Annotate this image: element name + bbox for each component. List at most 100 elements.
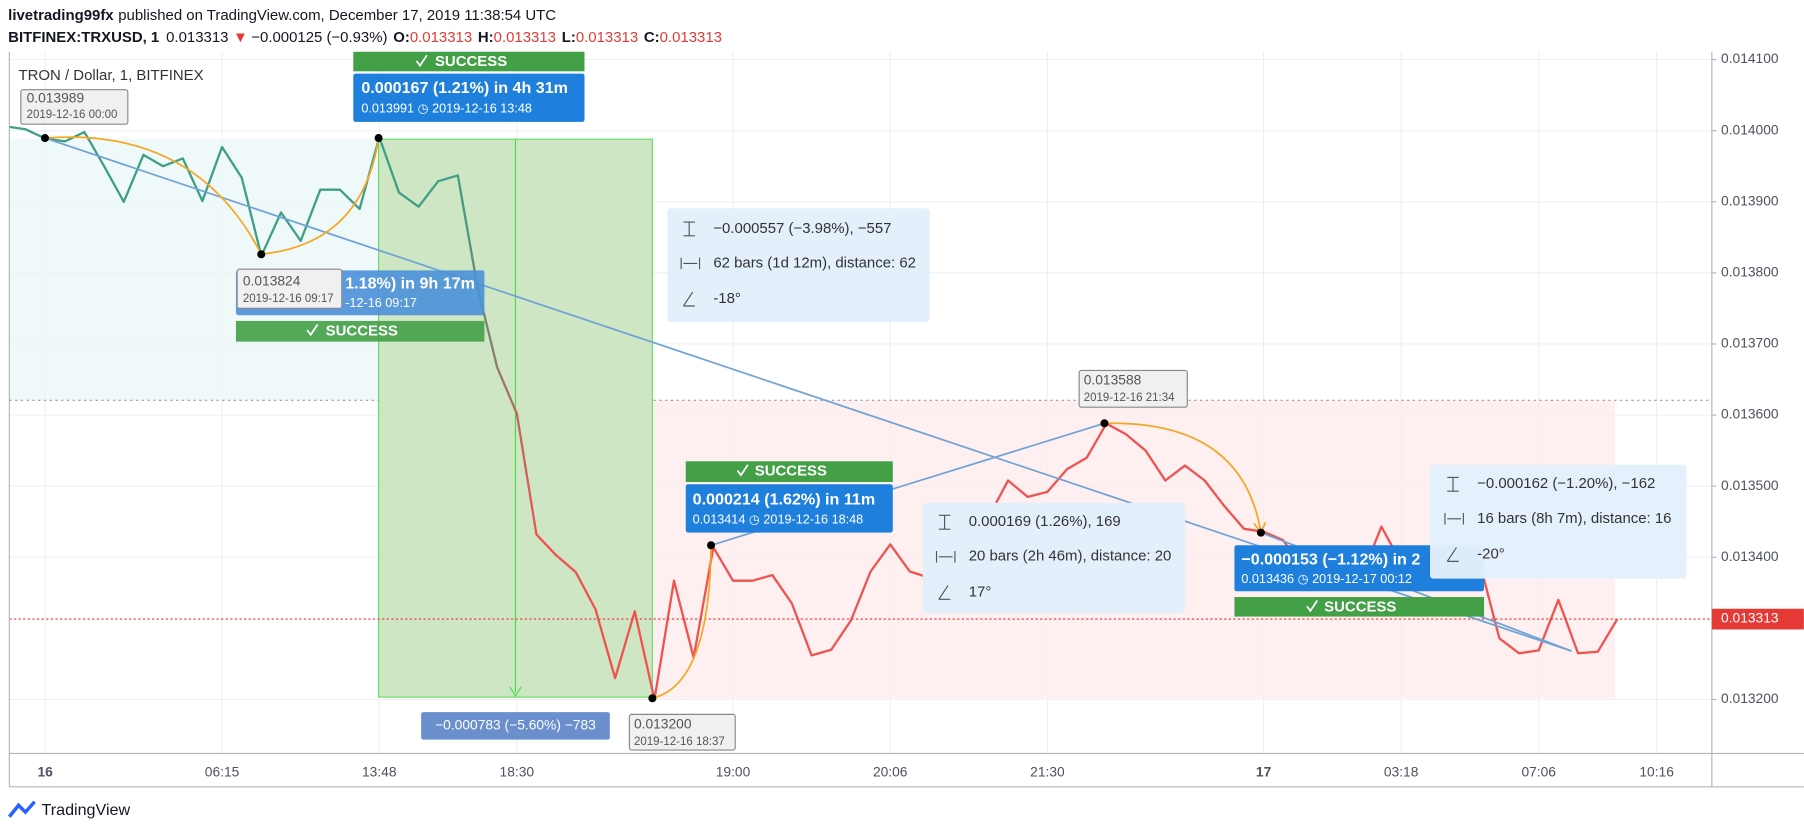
y-tick-label: 0.013700 <box>1721 336 1779 351</box>
icon <box>938 585 951 600</box>
ohlc-value: 0.013313 <box>410 29 472 46</box>
y-tick-label: 0.014100 <box>1721 51 1779 66</box>
x-tick-label: 10:16 <box>1639 765 1674 780</box>
icon <box>938 514 951 530</box>
measure-info: −0.000162 (−1.20%), −162 16 bars (8h 7m)… <box>1430 464 1687 579</box>
arrow-head <box>509 686 522 698</box>
callout-line1: 0.000214 (1.62%) in 11m <box>693 491 876 509</box>
label-box <box>236 268 343 309</box>
icon <box>1446 547 1459 562</box>
ohlc-label: C: <box>644 29 660 46</box>
frame <box>8 51 1804 788</box>
position-label <box>421 712 610 740</box>
ohlc-value: 0.013313 <box>494 29 556 46</box>
ohlc-label: L: <box>562 29 576 46</box>
ohlc-label: H: <box>478 29 494 46</box>
x-tick-label: 18:30 <box>500 765 535 780</box>
callout <box>1234 545 1485 592</box>
callout-line1: 1.18%) in 9h 17m <box>345 274 475 292</box>
y-tick-label: 0.013600 <box>1721 407 1779 422</box>
y-tick-label: 0.013800 <box>1721 265 1779 280</box>
label-time: 2019-12-16 00:00 <box>27 109 118 121</box>
x-tick-label: 03:18 <box>1384 765 1419 780</box>
measure-bars: 20 bars (2h 46m), distance: 20 <box>969 548 1172 565</box>
callout-line1: −0.000153 (−1.12%) in 2 <box>1241 550 1420 568</box>
callout-line1: 0.000167 (1.21%) in 4h 31m <box>361 79 568 97</box>
info-box <box>1430 464 1687 579</box>
label-time: 2019-12-16 18:37 <box>634 736 725 748</box>
success-text: SUCCESS <box>435 53 507 70</box>
price-label: 0.013824 2019-12-16 09:17 <box>236 268 343 309</box>
x-tick-label: 17 <box>1256 765 1272 780</box>
published: published on TradingView.com, December 1… <box>118 7 556 24</box>
ohlc-label: O: <box>393 29 410 46</box>
arc <box>261 137 380 256</box>
label-box <box>1078 369 1188 408</box>
anchor-dots <box>40 134 1265 703</box>
y-tick-label: 0.013200 <box>1721 691 1779 706</box>
callout-line2: 0.013414 ◷ 2019-12-16 18:48 <box>693 512 864 526</box>
ohlc-value: 0.013313 <box>660 29 722 46</box>
anchor <box>707 541 716 550</box>
price-label: 0.013989 2019-12-16 00:00 <box>20 89 129 125</box>
check-icon <box>1306 600 1318 613</box>
success-badge <box>353 51 585 72</box>
chart-title: TRON / Dollar, 1, BITFINEX <box>19 67 204 84</box>
label-price: 0.013989 <box>27 91 85 106</box>
label-time: 2019-12-16 21:34 <box>1084 392 1175 404</box>
label-price: 0.013588 <box>1084 372 1142 387</box>
symbol-line: BITFINEX:TRXUSD, 1 0.013313 ▼ −0.000125 (−0… <box>8 29 722 46</box>
icon <box>1444 513 1464 525</box>
x-tick-label: 19:00 <box>716 765 751 780</box>
icon <box>683 221 695 237</box>
ohlc-value: 0.013313 <box>576 29 638 46</box>
x-tick-label: 06:15 <box>205 765 240 780</box>
x-tick-label: 16 <box>38 765 54 780</box>
change-arrow: ▼ <box>233 29 248 46</box>
measure-info: 0.000169 (1.26%), 169 20 bars (2h 46m), … <box>922 502 1185 614</box>
last: 0.013313 <box>166 29 228 46</box>
check-icon <box>306 323 319 337</box>
x-tick-label: 21:30 <box>1030 765 1065 780</box>
label-price: 0.013824 <box>243 273 301 288</box>
label-time: 2019-12-16 09:17 <box>243 293 334 305</box>
last-price-box <box>1711 608 1804 630</box>
success-badge <box>235 320 485 342</box>
symbol: BITFINEX:TRXUSD, 1 <box>8 29 159 46</box>
measure-angle: -20° <box>1477 545 1505 562</box>
anchor <box>257 250 266 259</box>
axes: 0.013200 0.013400 0.013500 0.013600 0.013700… <box>38 51 1804 780</box>
success-text: SUCCESS <box>1324 598 1396 615</box>
y-tick-label: 0.013900 <box>1721 193 1779 208</box>
success-badge <box>685 461 893 482</box>
y-tick-label: 0.013400 <box>1721 549 1779 564</box>
check-icon <box>415 54 428 68</box>
label-box <box>20 89 129 125</box>
position-text: −0.000783 (−5.60%) −783 <box>435 718 596 733</box>
y-tick-label: 0.014000 <box>1721 122 1779 137</box>
measure-delta: 0.000169 (1.26%), 169 <box>969 513 1121 530</box>
icon <box>682 291 695 307</box>
header-line: livetrading99fx published on TradingView.… <box>8 7 556 24</box>
change: −0.000125 (−0.93%) <box>251 29 387 46</box>
callout <box>353 73 585 122</box>
logo <box>7 800 36 818</box>
arc <box>1104 422 1262 533</box>
price-label: 0.013200 2019-12-16 18:37 <box>628 713 736 751</box>
y-tick-label: 0.013500 <box>1721 478 1779 493</box>
icon <box>1447 476 1459 492</box>
icon <box>680 257 701 270</box>
success-text: SUCCESS <box>755 463 827 480</box>
measure-angle: -18° <box>713 290 741 307</box>
measure-delta: −0.000162 (−1.20%), −162 <box>1477 475 1655 492</box>
success-text: SUCCESS <box>326 322 398 339</box>
info-box <box>667 208 930 323</box>
callout-line2: 0.013991 ◷ 2019-12-16 13:48 <box>361 102 532 116</box>
anchor <box>648 694 657 703</box>
measure-info: −0.000557 (−3.98%), −557 62 bars (1d 12m… <box>667 208 930 323</box>
measure-angle: 17° <box>969 583 992 600</box>
anchor <box>1256 528 1265 537</box>
check-icon <box>736 464 749 477</box>
x-tick-label: 13:48 <box>362 765 397 780</box>
